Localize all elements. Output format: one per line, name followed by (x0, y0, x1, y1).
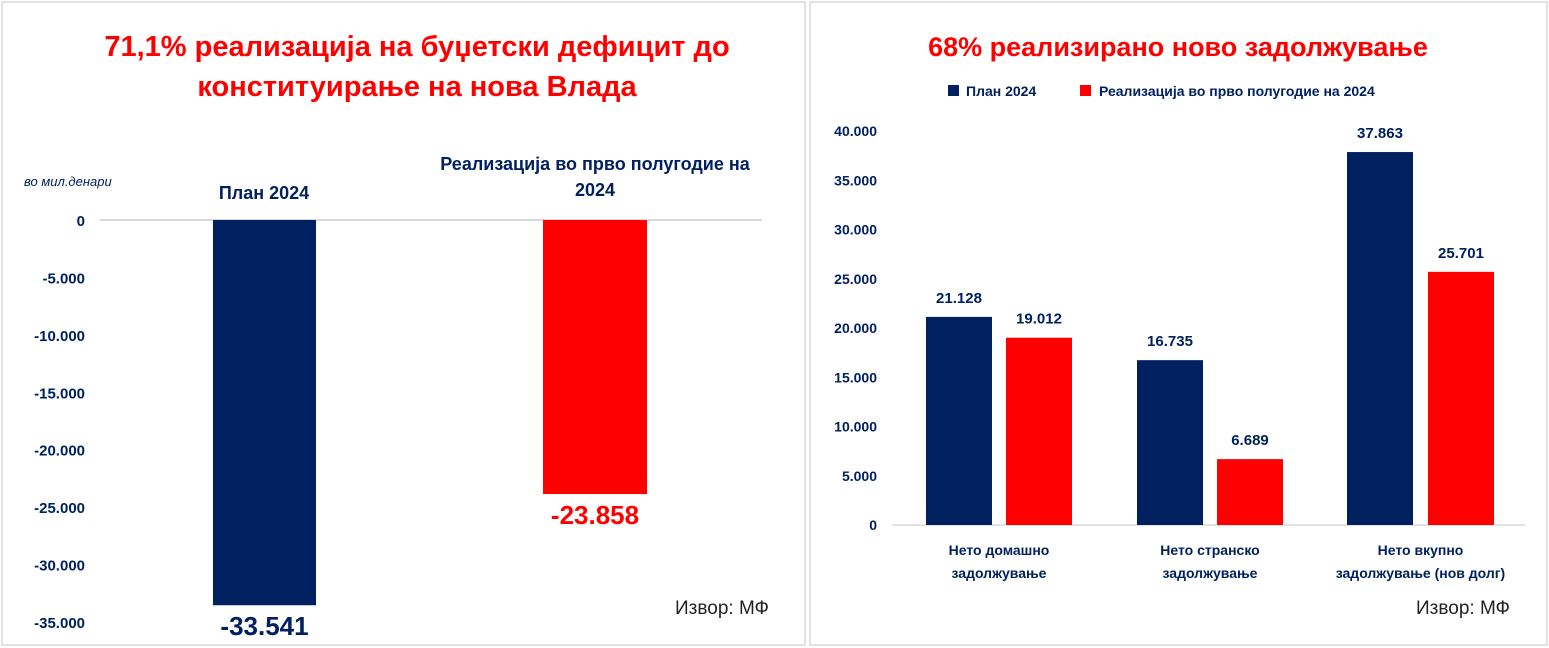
y-tick-label: 30.000 (834, 222, 877, 238)
y-tick-label: -5.000 (42, 270, 85, 287)
source-label: Извор: МФ (1416, 598, 1510, 619)
source-label: Извор: МФ (675, 598, 769, 619)
bar-realization (1006, 337, 1072, 525)
y-tick-label: -20.000 (34, 443, 85, 460)
y-tick-label: 0 (77, 213, 85, 230)
right-chart-title: 68% реализирано ново задолжување (928, 32, 1428, 62)
legend-label-realization: Реализација во прво полугодие на 2024 (1099, 83, 1375, 99)
bar-realization (1428, 271, 1494, 525)
bar-plan (926, 316, 992, 525)
category-label: План 2024 (219, 183, 309, 203)
bar-plan (213, 220, 316, 606)
data-label: 25.701 (1438, 245, 1484, 262)
y-tick-label: 20.000 (834, 320, 877, 336)
y-tick-label: 5.000 (842, 468, 877, 484)
y-tick-label: -30.000 (34, 558, 85, 575)
y-tick-label: -25.000 (34, 500, 85, 517)
data-label: 19.012 (1016, 311, 1062, 328)
y-tick-label: 0 (869, 517, 877, 533)
data-label: 37.863 (1357, 125, 1403, 142)
left-chart-title: 71,1% реализација на буџетски дефицит до (104, 31, 729, 63)
category-label: Реализација во прво полугодие на (440, 154, 750, 174)
data-label: -33.541 (220, 611, 308, 641)
bar-plan (1347, 152, 1413, 526)
y-tick-label: 15.000 (834, 369, 877, 385)
y-tick-label: -10.000 (34, 328, 85, 345)
legend-label-plan: План 2024 (966, 83, 1036, 99)
category-label: задолжување (952, 565, 1047, 581)
category-label: Нето домашно (949, 542, 1050, 558)
bar-realization (543, 220, 647, 495)
category-label: Нето странско (1160, 542, 1259, 558)
legend-swatch-plan (948, 85, 959, 96)
category-label: задолжување (нов долг) (1336, 565, 1505, 581)
y-tick-label: -35.000 (34, 615, 85, 632)
y-tick-label: -15.000 (34, 385, 85, 402)
unit-label: во мил.денари (24, 174, 112, 189)
bar-plan (1137, 360, 1203, 525)
y-tick-label: 10.000 (834, 419, 877, 435)
data-label: 21.128 (936, 290, 982, 307)
category-label: задолжување (1163, 565, 1258, 581)
left-chart-title: конституирање на нова Влада (197, 71, 637, 103)
category-label: Нето вкупно (1378, 542, 1464, 558)
legend-swatch-realization (1080, 85, 1091, 96)
data-label: -23.858 (551, 500, 639, 530)
category-label: 2024 (575, 180, 615, 200)
bar-realization (1217, 459, 1283, 525)
y-tick-label: 40.000 (834, 123, 877, 139)
left-chart-panel (1, 1, 806, 646)
data-label: 16.735 (1147, 333, 1193, 350)
y-tick-label: 25.000 (834, 271, 877, 287)
data-label: 6.689 (1231, 432, 1269, 449)
y-tick-label: 35.000 (834, 172, 877, 188)
